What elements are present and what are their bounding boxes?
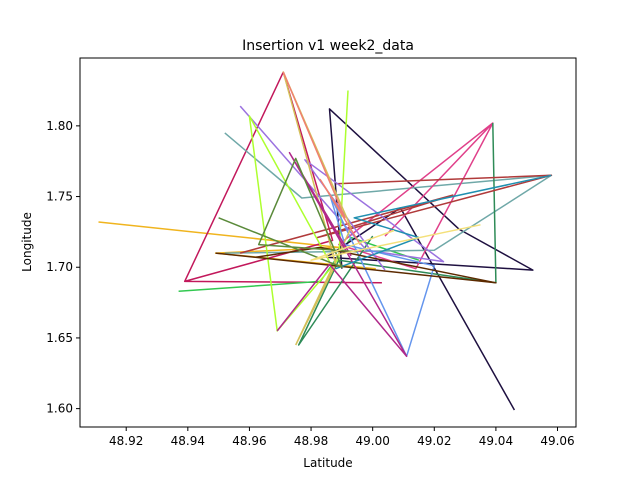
y-tick-label: 1.65 (46, 331, 73, 345)
x-tick-label: 49.00 (355, 434, 389, 448)
x-axis-label: Latitude (303, 456, 352, 470)
x-tick-label: 48.98 (294, 434, 328, 448)
series-line-15 (276, 151, 408, 358)
y-axis-ticks: 1.60 1.65 1.70 1.75 1.80 (46, 119, 80, 416)
x-tick-label: 48.94 (171, 434, 205, 448)
x-tick-label: 49.04 (479, 434, 513, 448)
series-line-17 (218, 157, 358, 268)
plot-frame (79, 57, 577, 428)
series-line-14 (282, 71, 361, 245)
x-tick-label: 49.06 (540, 434, 574, 448)
x-axis-ticks: 48.92 48.94 48.96 48.98 49.00 49.02 49.04 49.06 (109, 427, 575, 448)
series-line-18 (310, 224, 481, 261)
x-tick-label: 49.02 (417, 434, 451, 448)
y-axis-label: Longitude (20, 212, 34, 272)
series-line-5 (224, 132, 553, 254)
y-tick-label: 1.60 (46, 402, 73, 416)
x-tick-label: 48.96 (232, 434, 266, 448)
series-line-2 (183, 71, 382, 284)
series-line-8 (240, 174, 553, 254)
chart-title: Insertion v1 week2_data (242, 38, 414, 54)
x-tick-label: 48.92 (109, 434, 143, 448)
plot-lines (98, 71, 553, 411)
y-tick-label: 1.80 (46, 119, 73, 133)
series-line-16 (335, 174, 552, 270)
y-tick-label: 1.75 (46, 190, 73, 204)
series-line-6 (338, 122, 494, 270)
y-tick-label: 1.70 (46, 260, 73, 274)
